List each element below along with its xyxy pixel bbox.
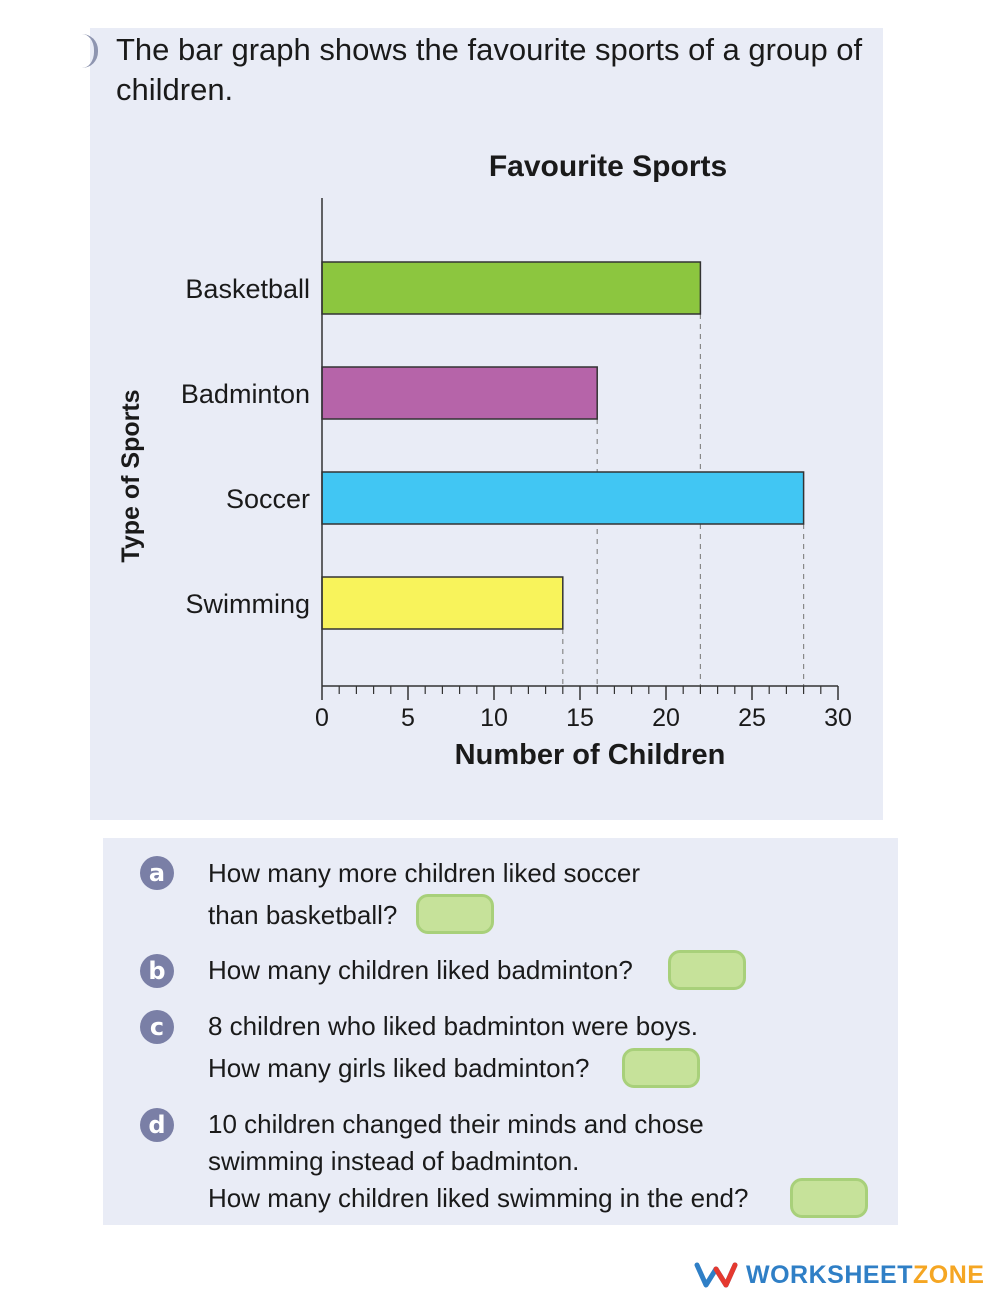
question-a-line-1: How many more children liked soccer <box>208 858 641 888</box>
brand-name-part-1: WORKSHEET <box>746 1260 913 1289</box>
question-b-badge: b <box>140 954 174 988</box>
question-d-line-1: 10 children changed their minds and chos… <box>208 1109 704 1139</box>
category-label-swimming: Swimming <box>185 589 310 619</box>
y-axis-label: Type of Sports <box>117 389 145 562</box>
question-d-line-3: How many children liked swimming in the … <box>208 1183 749 1213</box>
x-tick-label-15: 15 <box>566 704 594 732</box>
bar-basketball <box>321 261 702 315</box>
bar-soccer <box>321 471 805 525</box>
brand-name: WORKSHEETZONE <box>746 1261 984 1290</box>
question-a-badge: a <box>140 856 174 890</box>
intro-text: The bar graph shows the favourite sports… <box>116 32 863 107</box>
brand-name-part-2: ZONE <box>913 1260 985 1289</box>
worksheetzone-logo-icon <box>694 1262 738 1288</box>
answer-d-input[interactable] <box>790 1178 868 1218</box>
x-tick-label-20: 20 <box>652 704 680 732</box>
brand: WORKSHEETZONE <box>694 1258 984 1292</box>
answer-a-input[interactable] <box>416 894 494 934</box>
category-label-badminton: Badminton <box>181 379 310 409</box>
x-tick-label-10: 10 <box>480 704 508 732</box>
answer-b-input[interactable] <box>668 950 746 990</box>
bar-badminton <box>321 366 598 420</box>
bar-swimming <box>321 576 564 630</box>
question-d-badge: d <box>140 1108 174 1142</box>
category-label-basketball: Basketball <box>185 274 310 304</box>
category-label-soccer: Soccer <box>226 484 310 514</box>
bar-chart: Favourite Sports Type of Sports Basketball… <box>117 150 852 771</box>
question-c-line-1: 8 children who liked badminton were boys… <box>208 1011 698 1041</box>
answer-c-input[interactable] <box>622 1048 700 1088</box>
questions-panel <box>103 838 898 1225</box>
bullet-icon <box>82 34 98 68</box>
x-tick-label-0: 0 <box>315 704 329 732</box>
question-d-line-2: swimming instead of badminton. <box>208 1146 580 1176</box>
x-tick-label-5: 5 <box>401 704 415 732</box>
question-a-line-2: than basketball? <box>208 900 398 930</box>
question-b-line-1: How many children liked badminton? <box>208 955 633 985</box>
question-c-badge: c <box>140 1010 174 1044</box>
x-tick-label-30: 30 <box>824 704 852 732</box>
chart-title: Favourite Sports <box>489 150 727 183</box>
x-tick-label-25: 25 <box>738 704 766 732</box>
question-c-line-2: How many girls liked badminton? <box>208 1053 590 1083</box>
chart-panel <box>90 28 883 820</box>
x-axis-label: Number of Children <box>455 739 726 771</box>
